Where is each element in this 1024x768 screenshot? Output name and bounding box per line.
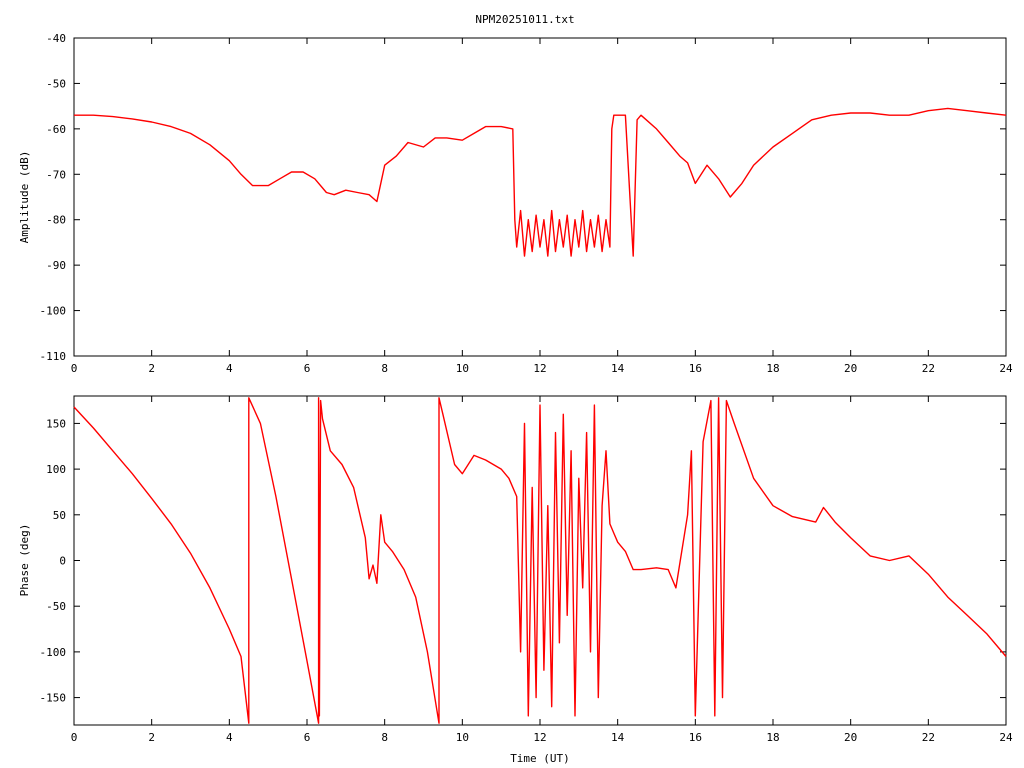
- amplitude-x-tick-label: 2: [148, 362, 155, 375]
- amplitude-x-tick-label: 4: [226, 362, 233, 375]
- amplitude-y-tick-label: -40: [46, 32, 66, 45]
- phase-y-tick-label: 50: [53, 509, 66, 522]
- phase-x-tick-label: 22: [922, 731, 935, 744]
- phase-axis-label: Phase (deg): [18, 524, 31, 597]
- phase-x-tick-label: 16: [689, 731, 702, 744]
- phase-x-tick-label: 10: [456, 731, 469, 744]
- time-axis-label: Time (UT): [510, 752, 570, 765]
- amplitude-axis-label: Amplitude (dB): [18, 151, 31, 244]
- phase-x-tick-label: 18: [766, 731, 779, 744]
- amplitude-x-tick-label: 12: [533, 362, 546, 375]
- amplitude-y-tick-label: -100: [40, 305, 67, 318]
- amplitude-y-tick-label: -50: [46, 77, 66, 90]
- amplitude-x-tick-label: 14: [611, 362, 625, 375]
- amplitude-y-tick-label: -110: [40, 350, 67, 363]
- phase-x-tick-label: 8: [381, 731, 388, 744]
- phase-x-tick-label: 20: [844, 731, 857, 744]
- amplitude-series-line: [74, 107, 1007, 257]
- amplitude-y-tick-label: -70: [46, 168, 66, 181]
- phase-x-tick-label: 12: [533, 731, 546, 744]
- amplitude-y-tick-label: -60: [46, 123, 66, 136]
- phase-x-tick-label: 14: [611, 731, 625, 744]
- amplitude-x-tick-label: 0: [71, 362, 78, 375]
- phase-x-tick-label: 2: [148, 731, 155, 744]
- phase-x-tick-label: 6: [304, 731, 311, 744]
- phase-panel: Phase (deg) Time (UT) 0 2 4 6 8 10 12 14 16 18 20 2…: [18, 395, 1013, 765]
- phase-y-tick-label: 0: [59, 555, 66, 568]
- phase-series-line: [73, 397, 1007, 724]
- amplitude-panel: Amplitude (dB) 0 2 4 6 8 10 12 14 16 18 20 22 24-110…: [18, 32, 1013, 375]
- amplitude-x-tick-label: 10: [456, 362, 469, 375]
- phase-y-tick-label: 150: [46, 417, 66, 430]
- amplitude-x-tick-label: 8: [381, 362, 388, 375]
- phase-y-tick-label: -150: [40, 692, 67, 705]
- amplitude-x-tick-label: 22: [922, 362, 935, 375]
- phase-y-tick-label: -100: [40, 646, 67, 659]
- phase-x-tick-label: 0: [71, 731, 78, 744]
- phase-x-tick-label: 24: [999, 731, 1013, 744]
- phase-y-tick-label: 100: [46, 463, 66, 476]
- amplitude-x-tick-label: 6: [304, 362, 311, 375]
- amplitude-x-tick-label: 16: [689, 362, 702, 375]
- amplitude-x-tick-label: 24: [999, 362, 1013, 375]
- amplitude-y-tick-label: -80: [46, 214, 66, 227]
- amplitude-plot-frame: [73, 37, 1007, 357]
- phase-x-tick-label: 4: [226, 731, 233, 744]
- chart-title: NPM20251011.txt: [475, 13, 574, 26]
- amplitude-x-tick-label: 20: [844, 362, 857, 375]
- amplitude-x-tick-label: 18: [766, 362, 779, 375]
- phase-y-tick-label: -50: [46, 600, 66, 613]
- amplitude-y-tick-label: -90: [46, 259, 66, 272]
